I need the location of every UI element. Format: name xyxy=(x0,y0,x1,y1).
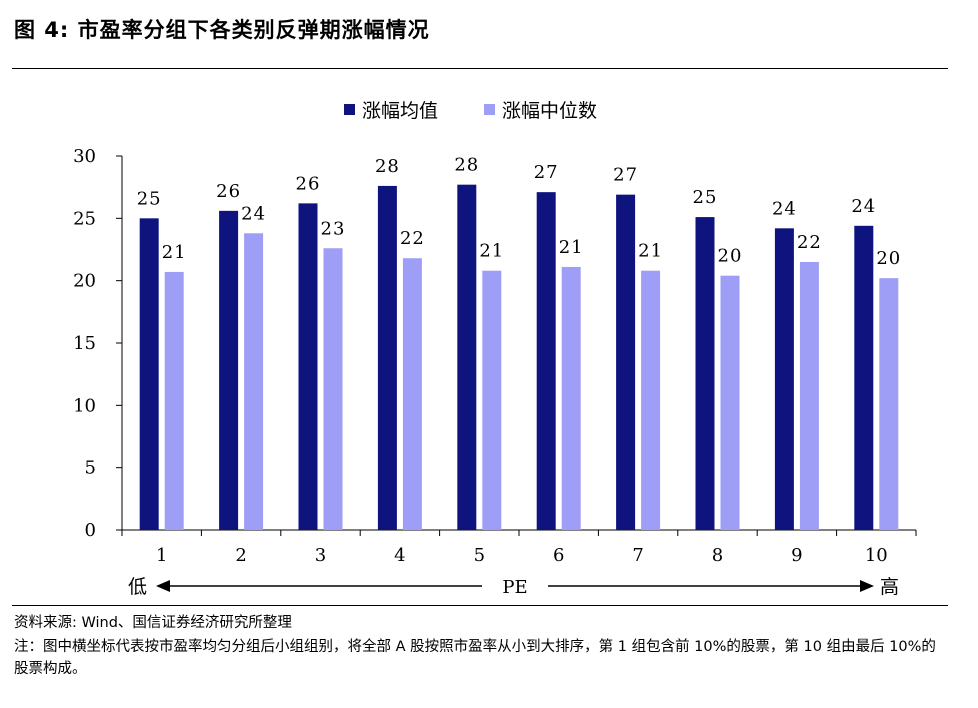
x-tick-label: 6 xyxy=(553,545,564,566)
x-tick-label: 2 xyxy=(235,545,246,566)
median-bar xyxy=(641,270,661,530)
x-tick-label: 10 xyxy=(865,545,888,566)
mean-bar xyxy=(457,184,477,530)
mean-value-label: 27 xyxy=(613,165,638,186)
median-value-label: 24 xyxy=(241,203,266,224)
mean-bar xyxy=(536,192,556,531)
median-bar xyxy=(799,261,819,530)
y-tick-label: 20 xyxy=(73,271,96,292)
median-value-label: 20 xyxy=(876,248,901,269)
median-value-label: 21 xyxy=(559,237,584,258)
mean-value-label: 24 xyxy=(772,198,797,219)
x-tick-label: 7 xyxy=(632,545,643,566)
footer-rule xyxy=(12,605,948,606)
figure-title: 图 4: 市盈率分组下各类别反弹期涨幅情况 xyxy=(14,18,430,42)
mean-bar xyxy=(377,185,397,531)
mean-value-label: 26 xyxy=(296,173,321,194)
median-value-label: 23 xyxy=(321,218,346,239)
x-tick-label: 4 xyxy=(394,545,405,566)
pe-label: PE xyxy=(502,577,527,598)
title-rule xyxy=(12,68,948,69)
pe-axis-annotation: 低 PE 高 xyxy=(128,576,899,598)
legend-label-mean: 涨幅均值 xyxy=(362,100,438,122)
x-tick-label: 1 xyxy=(156,545,167,566)
median-bar xyxy=(402,258,422,530)
mean-value-label: 26 xyxy=(216,181,241,202)
median-bar xyxy=(561,266,581,530)
mean-bar xyxy=(695,217,715,530)
mean-bar xyxy=(616,194,636,530)
median-value-label: 22 xyxy=(797,232,822,253)
mean-value-label: 25 xyxy=(693,187,718,208)
mean-bar xyxy=(139,218,159,531)
mean-bar xyxy=(774,228,794,530)
median-bar xyxy=(879,278,899,530)
low-label: 低 xyxy=(128,576,147,598)
median-value-label: 22 xyxy=(400,228,425,249)
legend-label-median: 涨幅中位数 xyxy=(502,100,597,122)
y-tick-label: 15 xyxy=(73,333,96,354)
high-label: 高 xyxy=(880,576,899,598)
median-value-label: 21 xyxy=(638,241,663,262)
mean-value-label: 24 xyxy=(851,196,876,217)
median-bar xyxy=(164,271,184,530)
y-tick-label: 25 xyxy=(73,208,96,229)
arrow-right-head xyxy=(860,580,874,592)
legend: 涨幅均值 涨幅中位数 xyxy=(344,100,597,122)
footnote: 注：图中横坐标代表按市盈率均匀分组后小组组别，将全部 A 股按照市盈率从小到大排… xyxy=(14,639,936,677)
source-note: 资料来源: Wind、国信证券经济研究所整理 xyxy=(14,615,292,631)
mean-bar xyxy=(219,210,239,530)
median-bar xyxy=(720,275,740,530)
median-value-label: 21 xyxy=(162,242,187,263)
x-tick-label: 9 xyxy=(791,545,802,566)
x-tick-label: 3 xyxy=(315,545,326,566)
median-value-label: 21 xyxy=(479,241,504,262)
arrow-left-head xyxy=(156,580,170,592)
median-bar xyxy=(244,233,264,530)
mean-bar xyxy=(854,225,874,530)
mean-bar xyxy=(298,203,318,530)
x-tick-label: 8 xyxy=(712,545,723,566)
y-tick-label: 30 xyxy=(73,146,96,167)
legend-swatch-median xyxy=(484,104,495,115)
mean-value-label: 25 xyxy=(137,188,162,209)
median-value-label: 20 xyxy=(718,246,743,267)
median-bar xyxy=(482,270,502,530)
y-tick-label: 5 xyxy=(85,458,96,479)
mean-value-label: 28 xyxy=(454,155,479,176)
x-tick-label: 5 xyxy=(474,545,485,566)
legend-swatch-mean xyxy=(344,104,355,115)
mean-value-label: 27 xyxy=(534,162,559,183)
y-tick-label: 10 xyxy=(73,395,96,416)
y-tick-label: 0 xyxy=(85,520,96,541)
median-bar xyxy=(323,248,343,530)
mean-value-label: 28 xyxy=(375,156,400,177)
bars xyxy=(139,184,899,531)
